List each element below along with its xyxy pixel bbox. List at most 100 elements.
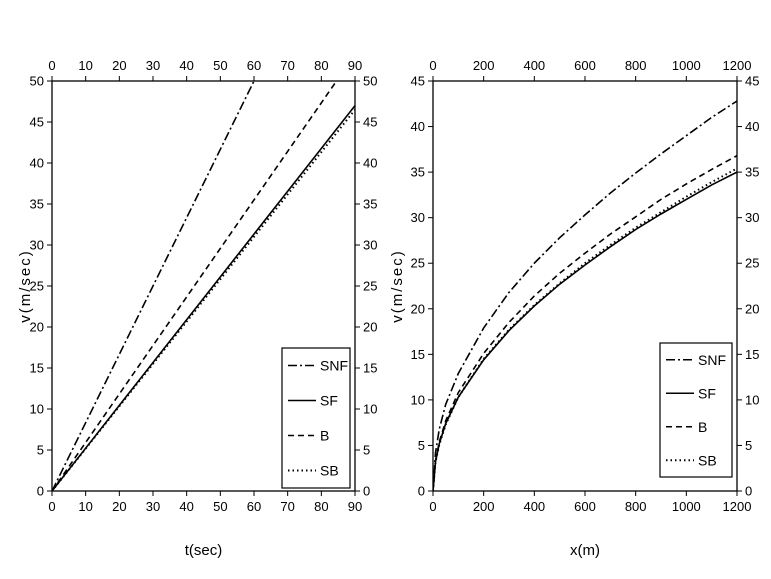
series-line-snf: [52, 81, 255, 491]
x-tick-label: 200: [473, 499, 495, 514]
y-tick-label: 20: [411, 301, 425, 316]
legend: SNF SF B SB: [281, 347, 351, 489]
x-tick-label-top: 90: [348, 58, 362, 73]
y-tick-label: 0: [37, 484, 44, 499]
x-tick-label-top: 200: [473, 58, 495, 73]
y-tick-label: 40: [30, 156, 44, 171]
legend-label-sf: SF: [698, 385, 716, 401]
y-tick-label: 15: [411, 347, 425, 362]
legend-box: [659, 342, 733, 478]
x-tick-label: 10: [78, 499, 92, 514]
y-tick-label: 45: [411, 74, 425, 89]
y-tick-label-right: 30: [363, 238, 377, 253]
legend-label-b: B: [698, 419, 707, 435]
y-tick-label-right: 40: [745, 119, 759, 134]
series-group: [433, 100, 737, 491]
y-tick-label-right: 35: [363, 197, 377, 212]
legend-label-snf: SNF: [320, 358, 348, 374]
x-tick-label-top: 0: [429, 58, 436, 73]
x-tick-label-top: 50: [213, 58, 227, 73]
y-tick-label: 0: [418, 484, 425, 499]
y-tick-label-right: 20: [745, 301, 759, 316]
y-tick-label-right: 5: [745, 438, 752, 453]
y-tick-label-right: 40: [363, 156, 377, 171]
y-tick-label: 10: [411, 392, 425, 407]
x-tick-label: 30: [146, 499, 160, 514]
x-tick-label: 600: [574, 499, 596, 514]
y-tick-label: 25: [411, 256, 425, 271]
y-tick-label: 15: [30, 361, 44, 376]
series-line-sb: [433, 167, 737, 491]
y-tick-label-right: 45: [745, 74, 759, 89]
x-tick-label: 40: [179, 499, 193, 514]
x-tick-label-top: 80: [314, 58, 328, 73]
y-tick-label-right: 25: [363, 279, 377, 294]
x-axis-label: t(sec): [185, 542, 223, 559]
x-tick-label: 80: [314, 499, 328, 514]
y-tick-label-right: 15: [363, 361, 377, 376]
y-tick-label: 10: [30, 402, 44, 417]
y-tick-label: 35: [411, 165, 425, 180]
y-tick-label: 20: [30, 320, 44, 335]
x-tick-label-top: 0: [48, 58, 55, 73]
y-tick-label: 40: [411, 119, 425, 134]
x-tick-label: 50: [213, 499, 227, 514]
legend-label-snf: SNF: [698, 352, 726, 368]
x-tick-label: 1200: [723, 499, 752, 514]
x-tick-label: 60: [247, 499, 261, 514]
x-tick-label-top: 40: [179, 58, 193, 73]
y-tick-label: 50: [30, 74, 44, 89]
y-tick-label-right: 10: [745, 392, 759, 407]
x-tick-label: 20: [112, 499, 126, 514]
series-group: [52, 81, 355, 491]
x-tick-label: 1000: [672, 499, 701, 514]
y-tick-label: 35: [30, 197, 44, 212]
y-tick-label: 25: [30, 279, 44, 294]
legend-label-sf: SF: [320, 393, 338, 409]
x-tick-label: 800: [625, 499, 647, 514]
legend-box: [281, 347, 351, 489]
y-axis-label: v(m/sec): [389, 249, 406, 323]
x-axis-label: x(m): [570, 542, 600, 559]
series-line-b: [52, 81, 338, 491]
x-tick-label: 400: [523, 499, 545, 514]
y-tick-label-right: 45: [363, 115, 377, 130]
y-axis-label: v(m/sec): [17, 249, 34, 323]
y-tick-label-right: 15: [745, 347, 759, 362]
series-line-b: [433, 154, 737, 491]
legend-label-b: B: [320, 428, 329, 444]
y-tick-label: 30: [411, 210, 425, 225]
x-tick-label: 70: [280, 499, 294, 514]
y-tick-label-right: 35: [745, 165, 759, 180]
y-tick-label: 5: [418, 438, 425, 453]
y-tick-label-right: 10: [363, 402, 377, 417]
legend: SNF SF B SB: [659, 342, 733, 478]
y-tick-label: 30: [30, 238, 44, 253]
x-tick-label: 0: [48, 499, 55, 514]
x-tick-label-top: 30: [146, 58, 160, 73]
x-tick-label-top: 400: [523, 58, 545, 73]
series-line-sb: [52, 109, 355, 491]
y-tick-label: 45: [30, 115, 44, 130]
x-tick-label-top: 20: [112, 58, 126, 73]
x-tick-label-top: 70: [280, 58, 294, 73]
x-tick-label-top: 600: [574, 58, 596, 73]
series-line-snf: [433, 100, 737, 491]
chart-panel-2: 0020020040040060060080080010001000120012…: [389, 58, 759, 559]
y-tick-label-right: 30: [745, 210, 759, 225]
legend-label-sb: SB: [320, 463, 339, 479]
legend-label-sb: SB: [698, 452, 717, 468]
x-tick-label-top: 10: [78, 58, 92, 73]
y-tick-label-right: 0: [363, 484, 370, 499]
x-tick-label: 90: [348, 499, 362, 514]
x-tick-label-top: 60: [247, 58, 261, 73]
y-tick-label-right: 0: [745, 484, 752, 499]
y-tick-label-right: 25: [745, 256, 759, 271]
y-tick-label-right: 50: [363, 74, 377, 89]
y-tick-label-right: 20: [363, 320, 377, 335]
x-tick-label: 0: [429, 499, 436, 514]
x-tick-label-top: 800: [625, 58, 647, 73]
y-tick-label-right: 5: [363, 443, 370, 458]
